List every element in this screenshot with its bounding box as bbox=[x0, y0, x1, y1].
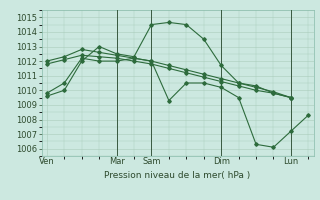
X-axis label: Pression niveau de la mer( hPa ): Pression niveau de la mer( hPa ) bbox=[104, 171, 251, 180]
